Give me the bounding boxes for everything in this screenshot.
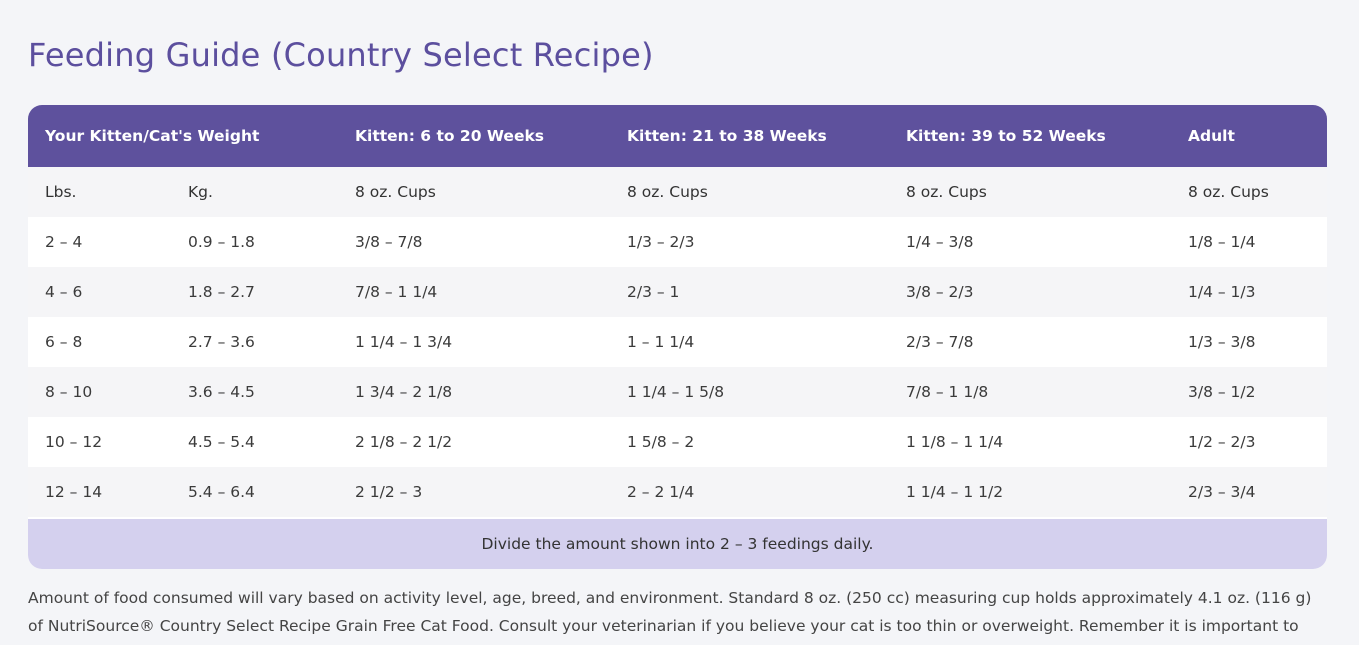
header-weight: Your Kitten/Cat's Weight [45, 127, 260, 145]
table-header-row: Your Kitten/Cat's Weight Kitten: 6 to 20… [28, 105, 1327, 167]
subheader-cups: 8 oz. Cups [627, 183, 708, 201]
cell-kitten-39-52: 1 1/4 – 1 1/2 [906, 483, 1004, 501]
cell-kitten-39-52: 3/8 – 2/3 [906, 283, 974, 301]
table-row: 6 – 8 2.7 – 3.6 1 1/4 – 1 3/4 1 – 1 1/4 … [28, 317, 1327, 367]
cell-kitten-39-52: 1 1/8 – 1 1/4 [906, 433, 1004, 451]
cell-adult: 1/3 – 3/8 [1188, 333, 1256, 351]
table-row: 12 – 14 5.4 – 6.4 2 1/2 – 3 2 – 2 1/4 1 … [28, 467, 1327, 517]
cell-kitten-39-52: 2/3 – 7/8 [906, 333, 974, 351]
page-title: Feeding Guide (Country Select Recipe) [28, 36, 654, 74]
subheader-cups: 8 oz. Cups [906, 183, 987, 201]
cell-kg: 0.9 – 1.8 [188, 233, 255, 251]
header-kitten-21-38: Kitten: 21 to 38 Weeks [627, 127, 827, 145]
cell-adult: 1/8 – 1/4 [1188, 233, 1256, 251]
cell-kitten-21-38: 1/3 – 2/3 [627, 233, 695, 251]
cell-adult: 1/2 – 2/3 [1188, 433, 1256, 451]
table-row: 10 – 12 4.5 – 5.4 2 1/8 – 2 1/2 1 5/8 – … [28, 417, 1327, 467]
subheader-cups: 8 oz. Cups [355, 183, 436, 201]
table-row: 4 – 6 1.8 – 2.7 7/8 – 1 1/4 2/3 – 1 3/8 … [28, 267, 1327, 317]
cell-kitten-6-20: 1 1/4 – 1 3/4 [355, 333, 453, 351]
cell-kg: 4.5 – 5.4 [188, 433, 255, 451]
subheader-kg: Kg. [188, 183, 213, 201]
table-footer-row: Divide the amount shown into 2 – 3 feedi… [28, 519, 1327, 569]
table-row: 2 – 4 0.9 – 1.8 3/8 – 7/8 1/3 – 2/3 1/4 … [28, 217, 1327, 267]
table-row: 8 – 10 3.6 – 4.5 1 3/4 – 2 1/8 1 1/4 – 1… [28, 367, 1327, 417]
cell-adult: 2/3 – 3/4 [1188, 483, 1256, 501]
feeding-note: Divide the amount shown into 2 – 3 feedi… [481, 535, 874, 553]
cell-kitten-6-20: 2 1/8 – 2 1/2 [355, 433, 453, 451]
cell-kitten-21-38: 2/3 – 1 [627, 283, 680, 301]
disclaimer-text: Amount of food consumed will vary based … [28, 589, 1312, 635]
cell-kitten-21-38: 1 – 1 1/4 [627, 333, 695, 351]
cell-kg: 3.6 – 4.5 [188, 383, 255, 401]
header-kitten-6-20: Kitten: 6 to 20 Weeks [355, 127, 544, 145]
header-adult: Adult [1188, 127, 1235, 145]
cell-adult: 1/4 – 1/3 [1188, 283, 1256, 301]
cell-kitten-6-20: 1 3/4 – 2 1/8 [355, 383, 453, 401]
feeding-guide-table: Your Kitten/Cat's Weight Kitten: 6 to 20… [28, 105, 1327, 569]
cell-kitten-21-38: 1 5/8 – 2 [627, 433, 695, 451]
cell-kitten-6-20: 7/8 – 1 1/4 [355, 283, 438, 301]
cell-kg: 1.8 – 2.7 [188, 283, 255, 301]
table-subheader-row: Lbs. Kg. 8 oz. Cups 8 oz. Cups 8 oz. Cup… [28, 167, 1327, 217]
cell-kitten-39-52: 7/8 – 1 1/8 [906, 383, 989, 401]
subheader-cups: 8 oz. Cups [1188, 183, 1269, 201]
cell-lbs: 10 – 12 [45, 433, 103, 451]
cell-lbs: 6 – 8 [45, 333, 83, 351]
cell-lbs: 12 – 14 [45, 483, 103, 501]
cell-kitten-6-20: 2 1/2 – 3 [355, 483, 423, 501]
cell-kitten-21-38: 1 1/4 – 1 5/8 [627, 383, 725, 401]
cell-kitten-6-20: 3/8 – 7/8 [355, 233, 423, 251]
cell-kg: 2.7 – 3.6 [188, 333, 255, 351]
cell-lbs: 2 – 4 [45, 233, 83, 251]
cell-lbs: 4 – 6 [45, 283, 83, 301]
cell-lbs: 8 – 10 [45, 383, 93, 401]
subheader-lbs: Lbs. [45, 183, 77, 201]
cell-kitten-21-38: 2 – 2 1/4 [627, 483, 695, 501]
cell-kg: 5.4 – 6.4 [188, 483, 255, 501]
cell-kitten-39-52: 1/4 – 3/8 [906, 233, 974, 251]
header-kitten-39-52: Kitten: 39 to 52 Weeks [906, 127, 1106, 145]
cell-adult: 3/8 – 1/2 [1188, 383, 1256, 401]
